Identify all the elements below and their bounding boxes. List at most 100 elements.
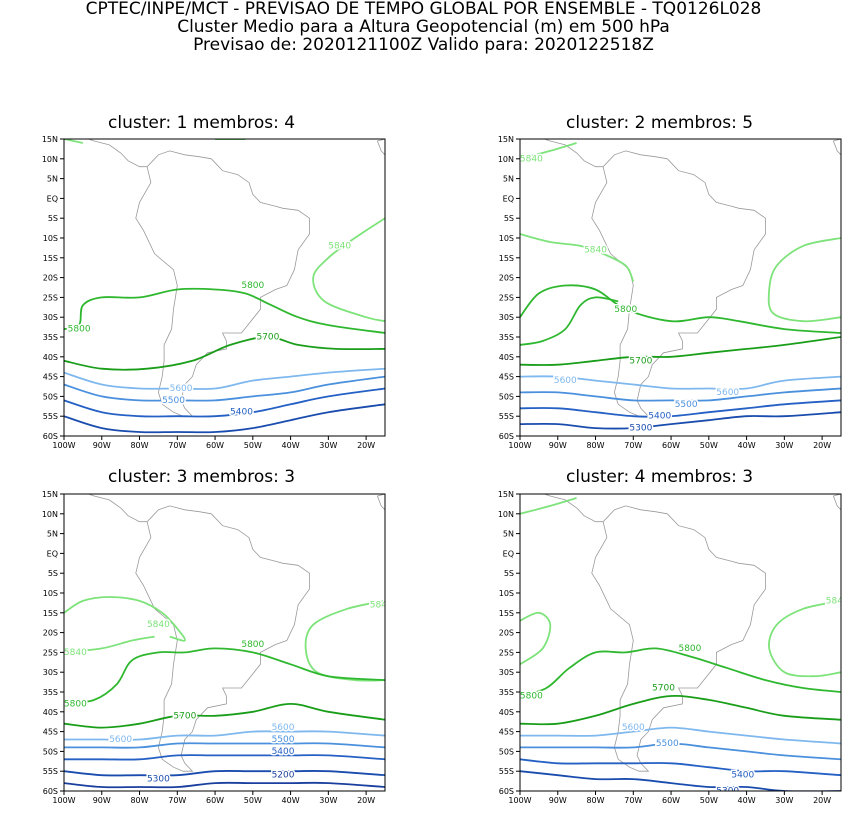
contour-label: 5700 (173, 711, 196, 721)
coastline (832, 494, 841, 511)
panel-title: cluster: 4 membros: 3 (566, 467, 754, 487)
lon-label: 50W (244, 796, 262, 805)
contour-line (520, 497, 577, 515)
contour-line (312, 217, 385, 323)
lon-label: 70W (168, 441, 186, 450)
lat-label: 30S (499, 313, 514, 322)
contour-label: 5600 (272, 723, 295, 733)
lat-label: EQ (47, 549, 58, 558)
panel-title: cluster: 3 membros: 3 (108, 467, 296, 487)
contour-line (520, 694, 841, 726)
lon-label: 30W (775, 796, 793, 805)
contour-line (520, 611, 552, 666)
lat-label: EQ (503, 194, 514, 203)
cluster-map: 5840 5800 5800 5700 5600 5500 5400 15N 10N 5N EQ 5S… (42, 135, 386, 450)
lat-label: 5N (47, 175, 58, 184)
contour-line (304, 600, 385, 682)
lat-label: 20S (43, 274, 58, 283)
lon-label: 100W (508, 441, 531, 450)
contour-label: 5400 (230, 408, 253, 418)
contour-label: 5700 (629, 356, 652, 366)
lat-label: EQ (503, 549, 514, 558)
lon-label: 80W (130, 796, 148, 805)
contour-line (767, 237, 841, 323)
lon-label: 40W (738, 796, 756, 805)
plot-frame (519, 138, 842, 437)
lon-label: 90W (93, 796, 111, 805)
lat-label: 20S (499, 629, 514, 638)
contour-line (64, 730, 385, 741)
coastline (87, 139, 148, 168)
contour-line (520, 296, 619, 346)
contour-line (64, 754, 385, 761)
lon-label: 60W (206, 441, 224, 450)
lat-label: 60S (43, 432, 58, 441)
lat-label: 15N (42, 135, 58, 144)
coastline (543, 139, 604, 168)
cluster-map: 5840 5800 5800 5700 5600 5500 5400 5300 15N 10N 5N… (498, 490, 842, 805)
lon-label: 30W (775, 441, 793, 450)
coastline (135, 150, 310, 417)
lat-label: 5S (504, 569, 514, 578)
lat-label: 15N (42, 490, 58, 499)
lon-label: 80W (130, 441, 148, 450)
lon-label: 20W (813, 441, 831, 450)
contour-line (520, 411, 841, 430)
lat-label: 10N (498, 510, 514, 519)
contour-line (64, 375, 385, 402)
lat-label: 45S (43, 373, 58, 382)
lon-label: 20W (813, 796, 831, 805)
contour-label: 5600 (622, 723, 645, 733)
lat-label: 5S (48, 214, 58, 223)
lon-label: 60W (662, 441, 680, 450)
contour-label: 5700 (256, 333, 279, 343)
contour-label: 5400 (731, 771, 754, 781)
contour-line (520, 399, 841, 418)
contour-line (64, 387, 385, 418)
plot-frame (63, 138, 386, 437)
contour-line (768, 600, 841, 678)
lat-label: 5N (47, 530, 58, 539)
contour-label: 5800 (241, 281, 264, 291)
lat-label: 35S (499, 688, 514, 697)
lat-label: 40S (43, 353, 58, 362)
lon-label: 60W (662, 796, 680, 805)
contour-label: 5400 (648, 412, 671, 422)
lat-label: 15N (498, 135, 514, 144)
contour-line (520, 770, 841, 791)
contour-label: 5800 (520, 691, 543, 701)
lat-label: 20S (499, 274, 514, 283)
contour-label: 5500 (162, 396, 185, 406)
lon-label: 90W (549, 796, 567, 805)
lat-label: 35S (499, 333, 514, 342)
panel-title: cluster: 2 membros: 5 (566, 113, 754, 133)
contour-label: 5840 (584, 245, 607, 255)
lat-label: 55S (499, 412, 514, 421)
contour-line (64, 403, 385, 434)
contour-label: 5800 (678, 644, 701, 654)
contour-line (64, 647, 385, 705)
contour-line (64, 287, 385, 334)
lat-label: 35S (43, 333, 58, 342)
contour-label: 5840 (520, 154, 543, 164)
lon-label: 50W (244, 441, 262, 450)
contour-label: 5500 (675, 400, 698, 410)
lat-label: 5N (503, 530, 514, 539)
lat-label: 55S (43, 412, 58, 421)
contour-label: 5840 (64, 648, 87, 658)
lat-label: 50S (499, 747, 514, 756)
contour-label: 5600 (170, 384, 193, 394)
header-line-2: Cluster Medio para a Altura Geopotencial… (177, 17, 670, 37)
lat-label: 25S (43, 648, 58, 657)
lat-label: 5N (503, 175, 514, 184)
lon-label: 100W (52, 796, 75, 805)
contour-label: 5600 (716, 388, 739, 398)
lat-label: 25S (43, 293, 58, 302)
contour-label: 5800 (64, 699, 87, 709)
lat-label: 45S (43, 728, 58, 737)
coastline (832, 139, 841, 156)
contour-label: 5600 (554, 376, 577, 386)
contour-line (520, 387, 841, 402)
cluster-map: 5840 5840 5840 5800 5800 5700 5600 5600 5500 5400… (42, 490, 386, 805)
lon-label: 40W (282, 441, 300, 450)
